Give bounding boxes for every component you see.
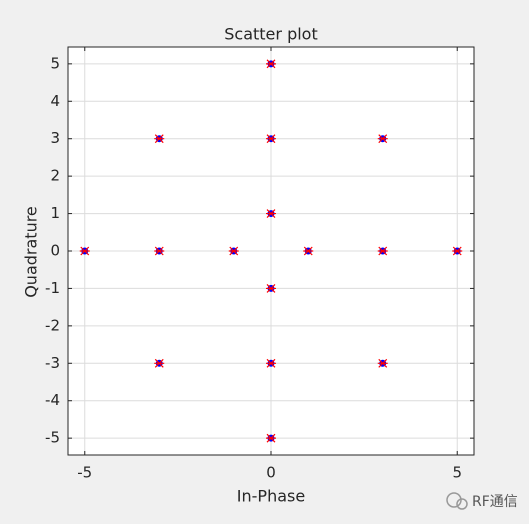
point-cross — [154, 246, 165, 256]
y-tick-label: 5 — [50, 54, 60, 72]
point — [228, 246, 239, 256]
y-tick-label: 3 — [50, 129, 60, 147]
point-cross — [377, 358, 388, 368]
point-cross — [266, 358, 276, 368]
x-axis-label: In-Phase — [237, 487, 305, 506]
point-cross — [377, 246, 388, 256]
point-cross — [266, 284, 276, 293]
point — [266, 134, 276, 144]
x-tick-label: -5 — [77, 464, 92, 482]
y-tick-label: -1 — [45, 279, 60, 297]
point-cross — [452, 246, 463, 256]
point-cross — [228, 246, 239, 256]
point — [452, 246, 463, 256]
point — [266, 358, 276, 368]
point-cross — [266, 134, 276, 144]
y-tick-label: 2 — [50, 167, 60, 185]
point-cross — [266, 59, 276, 69]
point — [377, 358, 388, 368]
x-tick-label: 5 — [452, 464, 462, 482]
point-cross — [303, 246, 314, 256]
y-tick-label: -4 — [45, 391, 60, 409]
point-cross — [154, 358, 165, 368]
y-tick-label: 4 — [50, 92, 60, 110]
point-cross — [154, 134, 165, 144]
point — [266, 284, 276, 293]
watermark-icon — [456, 498, 468, 510]
point — [154, 246, 165, 256]
y-tick-label: -3 — [45, 354, 60, 372]
point — [79, 246, 90, 256]
point — [377, 134, 388, 144]
watermark-text: RF通信 — [472, 494, 518, 510]
point — [266, 59, 276, 69]
point-cross — [79, 246, 90, 256]
y-tick-label: 1 — [50, 204, 60, 222]
watermark: RF通信 — [446, 492, 518, 510]
x-tick-label: 0 — [266, 464, 276, 482]
y-tick-label: -5 — [45, 429, 60, 447]
point-cross — [266, 433, 276, 443]
axes-box — [67, 46, 475, 456]
point — [303, 246, 314, 256]
y-tick-label: -2 — [45, 316, 60, 334]
point — [266, 209, 276, 218]
point-cross — [377, 134, 388, 144]
chart-title: Scatter plot — [224, 25, 317, 44]
y-axis-label: Quadrature — [22, 206, 41, 298]
point — [377, 246, 388, 256]
point-cross — [266, 209, 276, 218]
point — [266, 433, 276, 443]
watermark-icon — [446, 492, 462, 508]
point — [154, 134, 165, 144]
point — [154, 358, 165, 368]
y-tick-label: 0 — [50, 242, 60, 260]
